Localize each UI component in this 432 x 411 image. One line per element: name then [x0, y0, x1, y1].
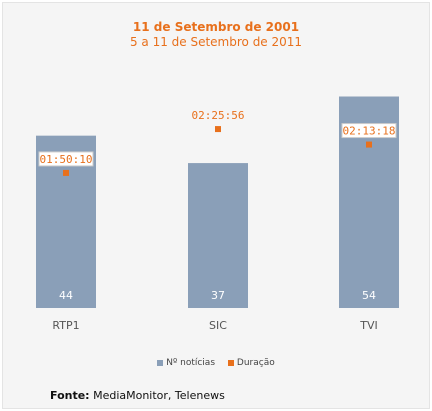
duration-marker-rtp1 — [63, 169, 69, 176]
duration-marker-sic — [215, 126, 221, 133]
legend-swatch-noticias — [157, 360, 164, 366]
source-note: Fonte: MediaMonitor, Telenews — [50, 389, 225, 402]
duration-label-rtp1: 01:50:10 — [40, 153, 93, 166]
duration-label-tvi: 02:13:18 — [343, 125, 396, 138]
chart-legend: Nº notícias Duração — [0, 358, 432, 369]
chart-subtitle: 5 a 11 de Setembro de 2011 — [129, 35, 303, 49]
category-label-rtp1: RTP1 — [52, 319, 79, 332]
bar-value-rtp1: 44 — [59, 289, 73, 302]
bar-value-tvi: 54 — [362, 289, 376, 302]
legend-item-duracao: Duração — [227, 358, 275, 368]
legend-label-noticias: Nº notícias — [166, 358, 216, 368]
duration-marker-tvi — [366, 141, 372, 148]
category-label-sic: SIC — [209, 319, 227, 332]
legend-swatch-duracao — [227, 360, 234, 366]
chart-title: 11 de Setembro de 2001 — [132, 20, 300, 34]
legend-item-noticias: Nº notícias — [157, 358, 215, 368]
source-label: Fonte: — [50, 389, 90, 402]
duration-label-box-rtp1 — [38, 151, 94, 167]
duration-label-sic: 02:25:56 — [192, 109, 245, 122]
duration-label-box-tvi — [341, 123, 397, 139]
category-label-tvi: TVI — [359, 319, 378, 332]
bar-value-sic: 37 — [211, 289, 225, 302]
bar-sic — [188, 163, 248, 308]
source-text: MediaMonitor, Telenews — [93, 389, 225, 402]
legend-label-duracao: Duração — [236, 358, 275, 368]
